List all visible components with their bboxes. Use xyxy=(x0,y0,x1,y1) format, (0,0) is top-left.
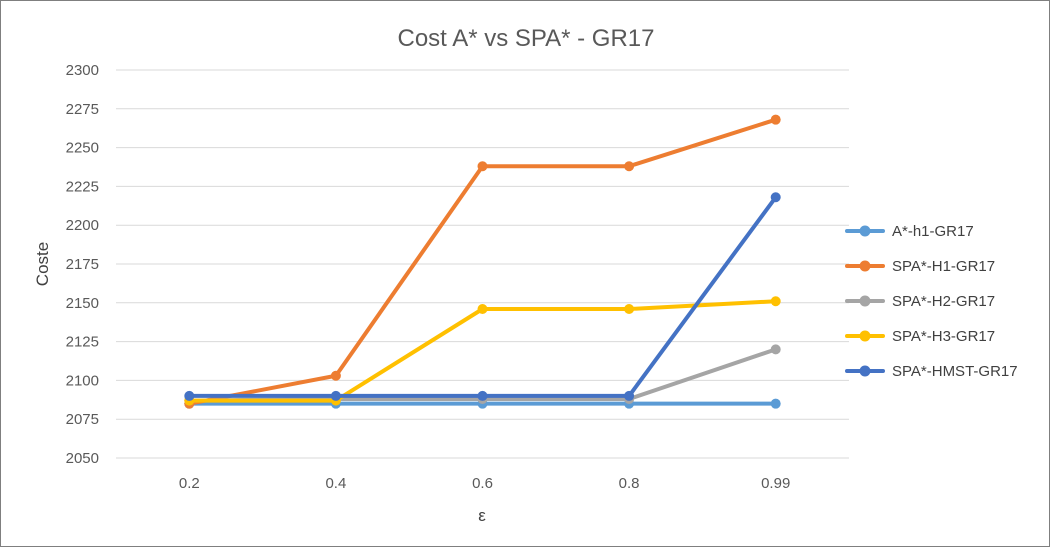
data-point xyxy=(330,370,341,381)
y-tick-label: 2050 xyxy=(66,450,99,467)
x-tick-label: 0.99 xyxy=(761,475,790,492)
data-point xyxy=(477,390,488,401)
y-axis-label: Coste xyxy=(33,242,52,286)
series-5 xyxy=(184,192,781,401)
x-axis-label: ε xyxy=(478,506,486,525)
chart-title: Cost A* vs SPA* - GR17 xyxy=(398,25,655,52)
data-point xyxy=(624,161,635,172)
series-lines xyxy=(184,114,781,409)
legend-item: SPA*-HMST-GR17 xyxy=(845,363,1018,380)
legend-marker xyxy=(859,330,871,342)
y-tick-label: 2200 xyxy=(66,217,99,234)
x-axis-ticks: 0.2 0.4 0.6 0.8 0.99 xyxy=(179,475,790,492)
data-point xyxy=(184,390,195,401)
legend-marker xyxy=(859,225,871,237)
legend-label: SPA*-H1-GR17 xyxy=(892,258,995,275)
x-tick-label: 0.6 xyxy=(472,475,493,492)
legend-label: SPA*-HMST-GR17 xyxy=(892,363,1018,380)
y-tick-label: 2225 xyxy=(66,178,99,195)
legend-marker xyxy=(859,295,871,307)
y-tick-label: 2175 xyxy=(66,256,99,273)
y-tick-label: 2275 xyxy=(66,101,99,118)
data-point xyxy=(770,192,781,203)
y-tick-label: 2250 xyxy=(66,140,99,157)
data-point xyxy=(624,304,635,315)
legend: A*-h1-GR17 SPA*-H1-GR17 SPA*-H2-GR17 SPA*-H… xyxy=(845,223,1018,380)
legend-item: A*-h1-GR17 xyxy=(845,223,974,240)
y-tick-label: 2075 xyxy=(66,411,99,428)
y-axis-ticks: 2050 2075 2100 2125 2150 2175 2200 2225 2250 2275… xyxy=(66,62,99,467)
x-tick-label: 0.8 xyxy=(619,475,640,492)
legend-label: SPA*-H3-GR17 xyxy=(892,328,995,345)
legend-item: SPA*-H2-GR17 xyxy=(845,293,995,310)
legend-marker xyxy=(859,260,871,272)
data-point xyxy=(624,390,635,401)
data-point xyxy=(770,114,781,125)
legend-label: A*-h1-GR17 xyxy=(892,223,974,240)
data-point xyxy=(477,304,488,315)
data-point xyxy=(770,344,781,355)
legend-marker xyxy=(859,365,871,377)
series-2 xyxy=(184,114,781,409)
legend-item: SPA*-H1-GR17 xyxy=(845,258,995,275)
legend-item: SPA*-H3-GR17 xyxy=(845,328,995,345)
y-tick-label: 2125 xyxy=(66,334,99,351)
data-point xyxy=(770,296,781,307)
y-tick-label: 2300 xyxy=(66,62,99,79)
series-line xyxy=(187,195,778,398)
gridlines xyxy=(116,69,849,459)
y-tick-label: 2150 xyxy=(66,295,99,312)
data-point xyxy=(477,161,488,172)
x-tick-label: 0.4 xyxy=(325,475,346,492)
y-tick-label: 2100 xyxy=(66,372,99,389)
legend-label: SPA*-H2-GR17 xyxy=(892,293,995,310)
data-point xyxy=(770,398,781,409)
x-tick-label: 0.2 xyxy=(179,475,200,492)
data-point xyxy=(330,390,341,401)
